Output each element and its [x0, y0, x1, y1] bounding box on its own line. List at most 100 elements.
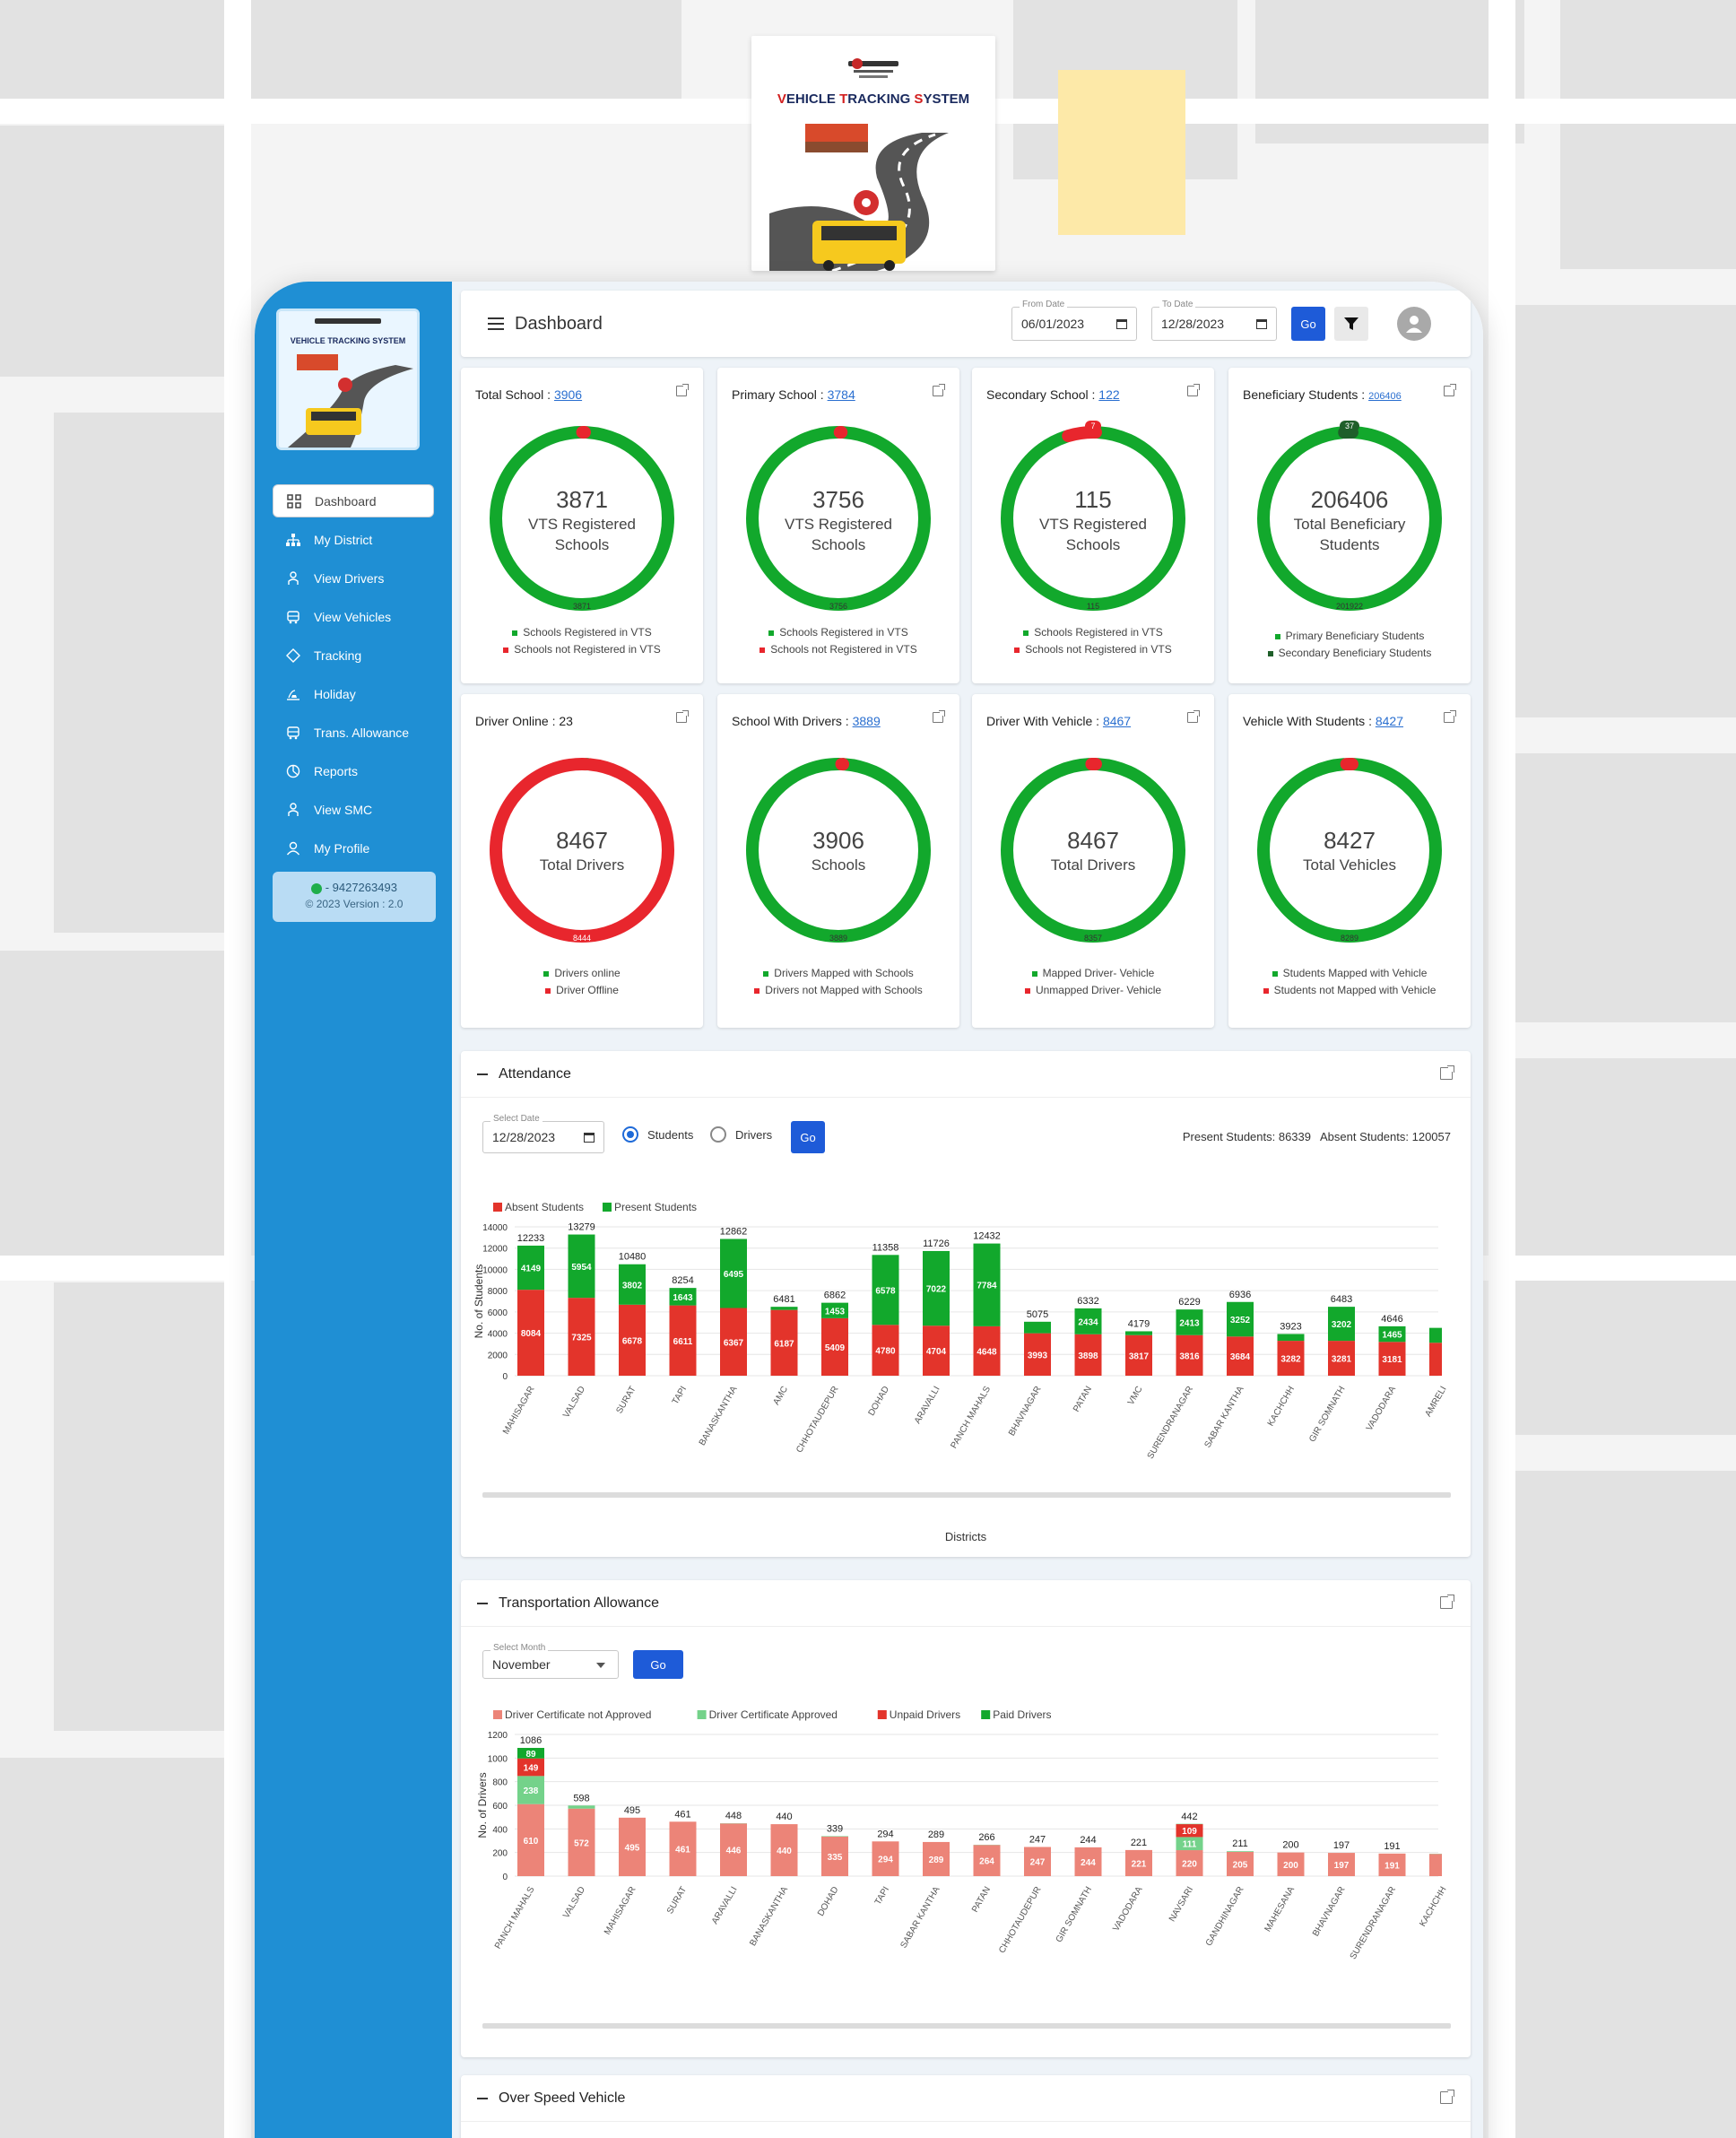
- open-external-icon[interactable]: [1444, 383, 1457, 396]
- card-title-value[interactable]: 3906: [553, 387, 583, 402]
- legend-item[interactable]: Primary Beneficiary Students: [1228, 628, 1471, 645]
- legend-item[interactable]: Schools not Registered in VTS: [717, 641, 959, 658]
- bar-total-label: 244: [1080, 1835, 1096, 1846]
- month-select[interactable]: Select Month November: [482, 1643, 619, 1679]
- card-title-value[interactable]: 3889: [852, 714, 881, 728]
- collapse-icon[interactable]: [477, 2098, 488, 2099]
- collapse-icon[interactable]: [477, 1073, 488, 1075]
- header-go-button[interactable]: Go: [1291, 307, 1325, 341]
- y-tick-label: 200: [492, 1849, 508, 1859]
- donut-chart: 8427 Total Vehicles 8289: [1254, 755, 1445, 945]
- legend-item[interactable]: Drivers not Mapped with Schools: [717, 982, 959, 999]
- absent-students-text: Absent Students: 120057: [1319, 1130, 1451, 1143]
- donut-center: 115 VTS Registered Schools: [998, 486, 1188, 555]
- bar-segment: [1074, 1847, 1102, 1876]
- legend-item[interactable]: Students Mapped with Vehicle: [1228, 965, 1471, 982]
- legend-item[interactable]: Unmapped Driver- Vehicle: [972, 982, 1214, 999]
- open-external-icon[interactable]: [933, 383, 946, 396]
- sidebar-item-tracking[interactable]: Tracking: [273, 639, 434, 672]
- open-external-icon[interactable]: [1187, 709, 1201, 723]
- to-date-input[interactable]: To Date 12/28/2023: [1151, 300, 1277, 341]
- user-avatar-icon: [1406, 316, 1422, 333]
- sidebar-item-dashboard[interactable]: Dashboard: [273, 484, 434, 517]
- transport-chart: Driver Certificate not Approved Driver Ce…: [476, 1708, 1451, 2029]
- sidebar-item-view-vehicles[interactable]: View Vehicles: [273, 600, 434, 633]
- legend-item[interactable]: Drivers Mapped with Schools: [717, 965, 959, 982]
- bar-segment-label: 3816: [1179, 1351, 1200, 1361]
- legend-item[interactable]: Drivers online: [461, 965, 703, 982]
- legend-item[interactable]: Schools not Registered in VTS: [972, 641, 1214, 658]
- sidebar-item-my-profile[interactable]: My Profile: [273, 831, 434, 865]
- legend-label: Schools not Registered in VTS: [514, 643, 661, 656]
- legend-item[interactable]: Mapped Driver- Vehicle: [972, 965, 1214, 982]
- people-icon: [285, 802, 301, 818]
- app-logo[interactable]: VEHICLE TRACKING SYSTEM: [276, 309, 420, 450]
- hamburger-menu-icon[interactable]: [488, 317, 504, 330]
- open-external-icon[interactable]: [1444, 709, 1457, 723]
- card-legend: Drivers Mapped with Schools Drivers not M…: [717, 965, 959, 999]
- collapse-icon[interactable]: [477, 1603, 488, 1604]
- bar-segment-label: 109: [1182, 1827, 1197, 1837]
- bar-segment-label: 4704: [926, 1347, 947, 1357]
- legend-item[interactable]: Students not Mapped with Vehicle: [1228, 982, 1471, 999]
- calendar-icon[interactable]: [1256, 319, 1267, 329]
- transport-panel-header: Transportation Allowance: [461, 1580, 1471, 1627]
- radio-checked-icon: [622, 1126, 638, 1143]
- bar-segment-label: 440: [777, 1847, 792, 1856]
- sidebar-item-view-drivers[interactable]: View Drivers: [273, 561, 434, 595]
- sidebar-item-trans-allowance[interactable]: Trans. Allowance: [273, 716, 434, 749]
- calendar-icon[interactable]: [1116, 319, 1127, 329]
- attendance-go-button[interactable]: Go: [791, 1121, 825, 1153]
- card-title-value[interactable]: 8467: [1102, 714, 1132, 728]
- from-date-label: From Date: [1020, 300, 1068, 309]
- bar-segment-label: 2413: [1179, 1318, 1200, 1328]
- open-external-icon[interactable]: [1440, 2089, 1455, 2104]
- sidebar-item-my-district[interactable]: My District: [273, 523, 434, 556]
- open-external-icon[interactable]: [1187, 383, 1201, 396]
- legend-item[interactable]: Schools not Registered in VTS: [461, 641, 703, 658]
- legend-item[interactable]: Driver Offline: [461, 982, 703, 999]
- attendance-date-input[interactable]: Select Date 12/28/2023: [482, 1114, 604, 1153]
- open-external-icon[interactable]: [933, 709, 946, 723]
- open-external-icon[interactable]: [676, 709, 690, 723]
- card-title-value[interactable]: 122: [1098, 387, 1120, 402]
- donut-segment-rest: [490, 426, 674, 611]
- bar-total-label: 3923: [1280, 1321, 1301, 1332]
- from-date-input[interactable]: From Date 06/01/2023: [1011, 300, 1137, 341]
- calendar-icon[interactable]: [584, 1133, 595, 1143]
- bar-segment: [517, 1245, 544, 1291]
- open-external-icon[interactable]: [1440, 1594, 1455, 1609]
- card-title-label: Beneficiary Students :: [1243, 387, 1369, 402]
- card-title-value[interactable]: 3784: [827, 387, 855, 402]
- bar-segment-label: 149: [524, 1764, 539, 1774]
- legend-item[interactable]: Secondary Beneficiary Students: [1228, 645, 1471, 662]
- bar-segment-label: 220: [1182, 1860, 1197, 1870]
- radio-drivers[interactable]: Drivers: [710, 1126, 772, 1143]
- bar-segment: [923, 1325, 950, 1376]
- sidebar-item-reports[interactable]: Reports: [273, 754, 434, 787]
- bar-segment: [1024, 1333, 1051, 1376]
- sidebar-item-holiday[interactable]: Holiday: [273, 677, 434, 710]
- support-phone[interactable]: - 9427263493: [325, 881, 397, 894]
- bar-total-label: 4646: [1381, 1314, 1402, 1325]
- legend-item[interactable]: Schools Registered in VTS: [972, 624, 1214, 641]
- card-title-value[interactable]: 8427: [1375, 714, 1404, 728]
- sidebar-item-view-smc[interactable]: View SMC: [273, 793, 434, 826]
- bar-segment: [517, 1776, 544, 1804]
- radio-students[interactable]: Students: [622, 1126, 693, 1143]
- donut-bottom-label: 8289: [1340, 934, 1359, 943]
- legend-label: Students Mapped with Vehicle: [1282, 967, 1428, 979]
- legend-label: Drivers online: [554, 967, 621, 979]
- transport-go-button[interactable]: Go: [633, 1650, 683, 1679]
- user-avatar[interactable]: [1397, 307, 1431, 341]
- attendance-title: Attendance: [499, 1066, 571, 1082]
- y-axis-label: No. of Students: [473, 1265, 485, 1339]
- sitemap-icon: [285, 532, 301, 548]
- legend-item[interactable]: Schools Registered in VTS: [717, 624, 959, 641]
- filter-button[interactable]: [1334, 307, 1368, 341]
- open-external-icon[interactable]: [1440, 1065, 1455, 1080]
- card-title-value[interactable]: 206406: [1368, 391, 1402, 402]
- y-tick-label: 14000: [482, 1223, 508, 1233]
- open-external-icon[interactable]: [676, 383, 690, 396]
- legend-item[interactable]: Schools Registered in VTS: [461, 624, 703, 641]
